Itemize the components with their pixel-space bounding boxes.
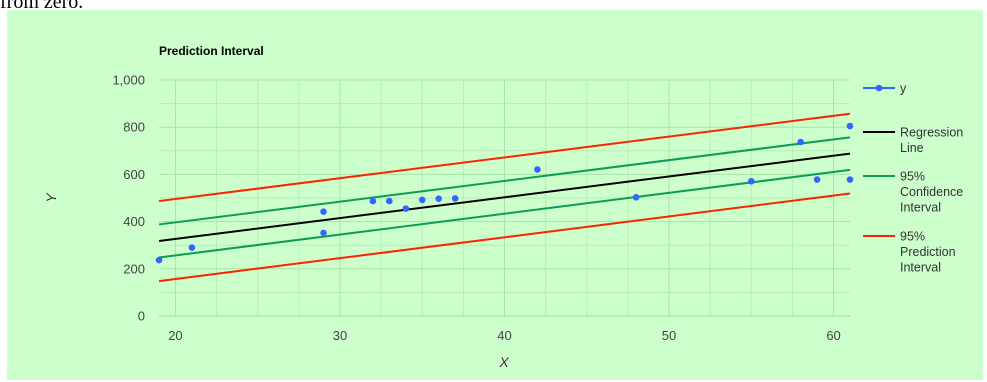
x-tick-label: 30 — [333, 328, 347, 343]
y-tick-label: 1,000 — [112, 73, 145, 88]
data-point — [435, 195, 442, 203]
top-snippet-text: from zero. — [0, 0, 84, 13]
y-axis-title: Y — [43, 192, 59, 203]
data-point — [386, 197, 393, 205]
legend-label: y — [900, 82, 907, 96]
series-line — [158, 168, 851, 259]
legend-label: Confidence — [900, 185, 963, 199]
x-axis-title: X — [498, 354, 509, 370]
x-tick-label: 20 — [168, 328, 182, 343]
data-point — [846, 176, 854, 183]
legend-label: 95% — [900, 170, 925, 184]
series-line — [158, 136, 851, 226]
data-point — [369, 197, 377, 205]
x-tick-label: 50 — [662, 328, 676, 343]
data-point — [846, 122, 854, 130]
x-tick-label: 40 — [497, 328, 511, 343]
data-point — [747, 177, 755, 185]
chart-title: Prediction Interval — [159, 44, 264, 58]
y-tick-label: 600 — [123, 167, 145, 182]
data-point — [534, 166, 541, 173]
y-tick-label: 200 — [123, 261, 145, 276]
data-point — [813, 176, 821, 183]
data-point — [320, 208, 327, 215]
data-point — [418, 196, 426, 204]
chart-panel: 0 200 400 600 800 1,000 20 30 40 50 60 Prediction I… — [7, 10, 983, 380]
series-line — [158, 192, 851, 283]
data-point — [632, 193, 640, 201]
x-tick-label: 60 — [826, 328, 840, 343]
legend-label: Regression — [900, 126, 963, 140]
y-tick-label: 400 — [123, 214, 145, 229]
legend-marker — [875, 84, 883, 92]
data-point — [451, 195, 459, 202]
legend-label: 95% — [900, 230, 925, 244]
legend-label: Interval — [900, 201, 941, 215]
legend-label: Prediction — [900, 245, 956, 259]
data-point — [155, 256, 163, 264]
data-point — [402, 205, 410, 212]
data-point — [188, 244, 196, 251]
legend-label: Line — [900, 141, 924, 155]
prediction-interval-chart: 0 200 400 600 800 1,000 20 30 40 50 60 Prediction I… — [43, 44, 963, 370]
y-tick-label: 800 — [123, 120, 145, 135]
y-tick-label: 0 — [138, 309, 145, 324]
legend-label: Interval — [900, 261, 941, 275]
data-point — [320, 229, 327, 237]
series-line — [158, 112, 851, 203]
series-line — [158, 152, 851, 242]
data-point — [797, 138, 804, 146]
